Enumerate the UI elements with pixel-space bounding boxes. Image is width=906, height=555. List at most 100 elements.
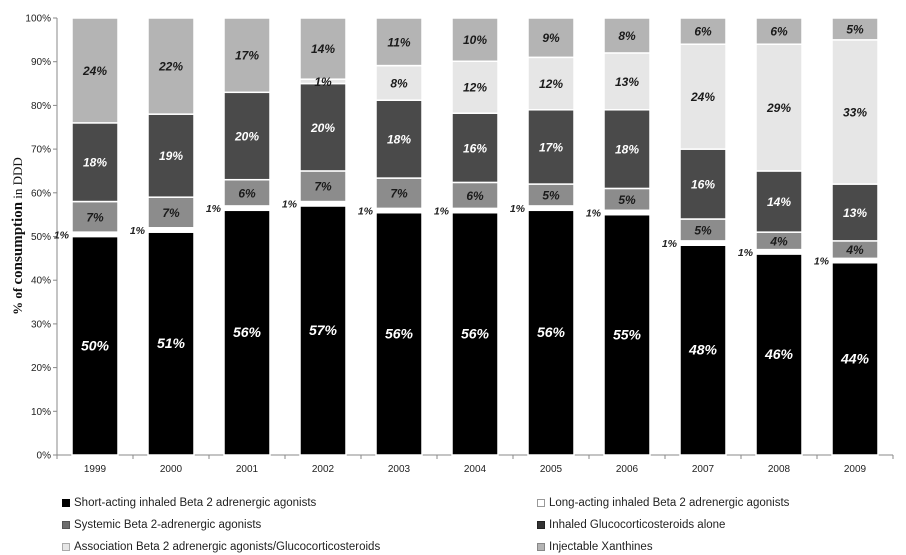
data-label: 1% — [510, 203, 526, 215]
bar-segment — [375, 17, 423, 67]
data-label: 1% — [206, 203, 222, 215]
data-label: 50% — [81, 337, 110, 353]
data-label: 56% — [537, 324, 566, 340]
data-label: 6% — [466, 189, 484, 203]
bar-segment — [527, 56, 575, 111]
data-label: 18% — [615, 143, 639, 157]
bar-segment — [679, 43, 727, 150]
data-label: 5% — [694, 223, 712, 237]
data-label: 18% — [387, 133, 411, 147]
data-label: 51% — [157, 335, 186, 351]
data-label: 7% — [86, 210, 104, 224]
data-label: 13% — [615, 75, 639, 89]
bar-segment — [527, 109, 575, 185]
data-label: 1% — [358, 206, 374, 218]
x-tick-label: 2009 — [844, 464, 867, 475]
bar-segment — [527, 209, 575, 456]
bar-segment — [375, 177, 423, 210]
data-label: 56% — [461, 325, 490, 341]
data-label: 1% — [738, 247, 754, 259]
data-label: 1% — [586, 207, 602, 219]
chart-segment-labels: 50% 1% 7% 18% 24% 51% 1% 7% 19% 22% 56% 1% 6% 20% 17% 5… — [54, 22, 870, 366]
data-label: 10% — [463, 33, 487, 47]
data-label: 33% — [843, 105, 867, 119]
data-label: 1% — [54, 229, 70, 241]
data-label: 46% — [764, 346, 794, 362]
x-tick-label: 2001 — [236, 464, 259, 475]
data-label: 24% — [690, 90, 715, 104]
data-label: 1% — [434, 206, 450, 218]
data-label: 1% — [314, 75, 332, 89]
y-tick-label: 30% — [31, 319, 51, 330]
data-label: 9% — [542, 31, 560, 45]
data-label: 1% — [130, 225, 146, 237]
data-label: 6% — [238, 186, 256, 200]
data-label: 5% — [846, 22, 864, 36]
chart-axes: 0% 10% 20% 30% 40% 50% 60% 70% 80% 90% 100% 1999 200… — [25, 14, 894, 475]
data-label: 20% — [234, 129, 259, 143]
bar-segment — [375, 99, 423, 179]
chart-bars — [71, 17, 879, 456]
bar-segment — [299, 205, 347, 456]
y-tick-label: 80% — [31, 101, 51, 112]
bar-segment — [299, 17, 347, 80]
bar-segment — [831, 261, 879, 456]
bar-segment — [755, 43, 803, 172]
data-label: 19% — [159, 149, 183, 163]
data-label: 1% — [814, 256, 830, 268]
data-label: 48% — [688, 342, 718, 358]
data-label: 7% — [390, 187, 408, 201]
y-tick-label: 70% — [31, 145, 51, 156]
bar-segment — [755, 170, 803, 233]
x-tick-label: 2006 — [616, 464, 639, 475]
bar-segment — [755, 17, 803, 45]
data-label: 1% — [282, 199, 298, 211]
data-label: 29% — [766, 101, 791, 115]
bar-segment — [831, 17, 879, 41]
y-tick-label: 10% — [31, 407, 51, 418]
x-tick-label: 2000 — [160, 464, 183, 475]
bar-segment — [299, 82, 347, 172]
bar-segment — [831, 183, 879, 242]
bar-segment — [223, 17, 271, 94]
bar-segment — [71, 17, 119, 124]
bar-segment — [71, 200, 119, 233]
y-tick-label: 50% — [31, 232, 51, 243]
data-label: 7% — [162, 206, 180, 220]
y-tick-label: 20% — [31, 363, 51, 374]
y-tick-label: 60% — [31, 188, 51, 199]
data-label: 8% — [390, 76, 408, 90]
data-label: 55% — [613, 326, 642, 342]
data-label: 20% — [310, 121, 335, 135]
data-label: 5% — [618, 193, 636, 207]
x-tick-label: 2004 — [464, 464, 487, 475]
bar-segment — [71, 122, 119, 203]
data-label: 6% — [694, 25, 712, 39]
bar-segment — [603, 109, 651, 190]
y-tick-label: 100% — [25, 14, 51, 25]
data-label: 11% — [387, 35, 410, 49]
data-label: 5% — [542, 188, 560, 202]
data-label: 22% — [158, 60, 183, 74]
data-label: 7% — [314, 180, 332, 194]
x-tick-label: 2007 — [692, 464, 715, 475]
data-label: 14% — [311, 42, 335, 56]
bar-segment — [71, 235, 119, 456]
data-label: 4% — [845, 243, 864, 257]
bar-segment — [223, 91, 271, 181]
bar-segment — [223, 209, 271, 456]
y-axis-title: % of consumption in DDD — [10, 157, 26, 315]
bar-segment — [451, 211, 499, 456]
data-label: 56% — [385, 325, 414, 341]
bar-segment — [223, 178, 271, 207]
y-tick-label: 0% — [37, 451, 52, 462]
data-label: 57% — [309, 322, 338, 338]
data-label: 24% — [82, 64, 107, 78]
bar-segment — [527, 17, 575, 59]
y-tick-label: 90% — [31, 57, 51, 68]
bar-segment — [603, 17, 651, 54]
x-tick-label: 2005 — [540, 464, 563, 475]
data-label: 8% — [618, 29, 636, 43]
data-label: 12% — [463, 81, 487, 95]
